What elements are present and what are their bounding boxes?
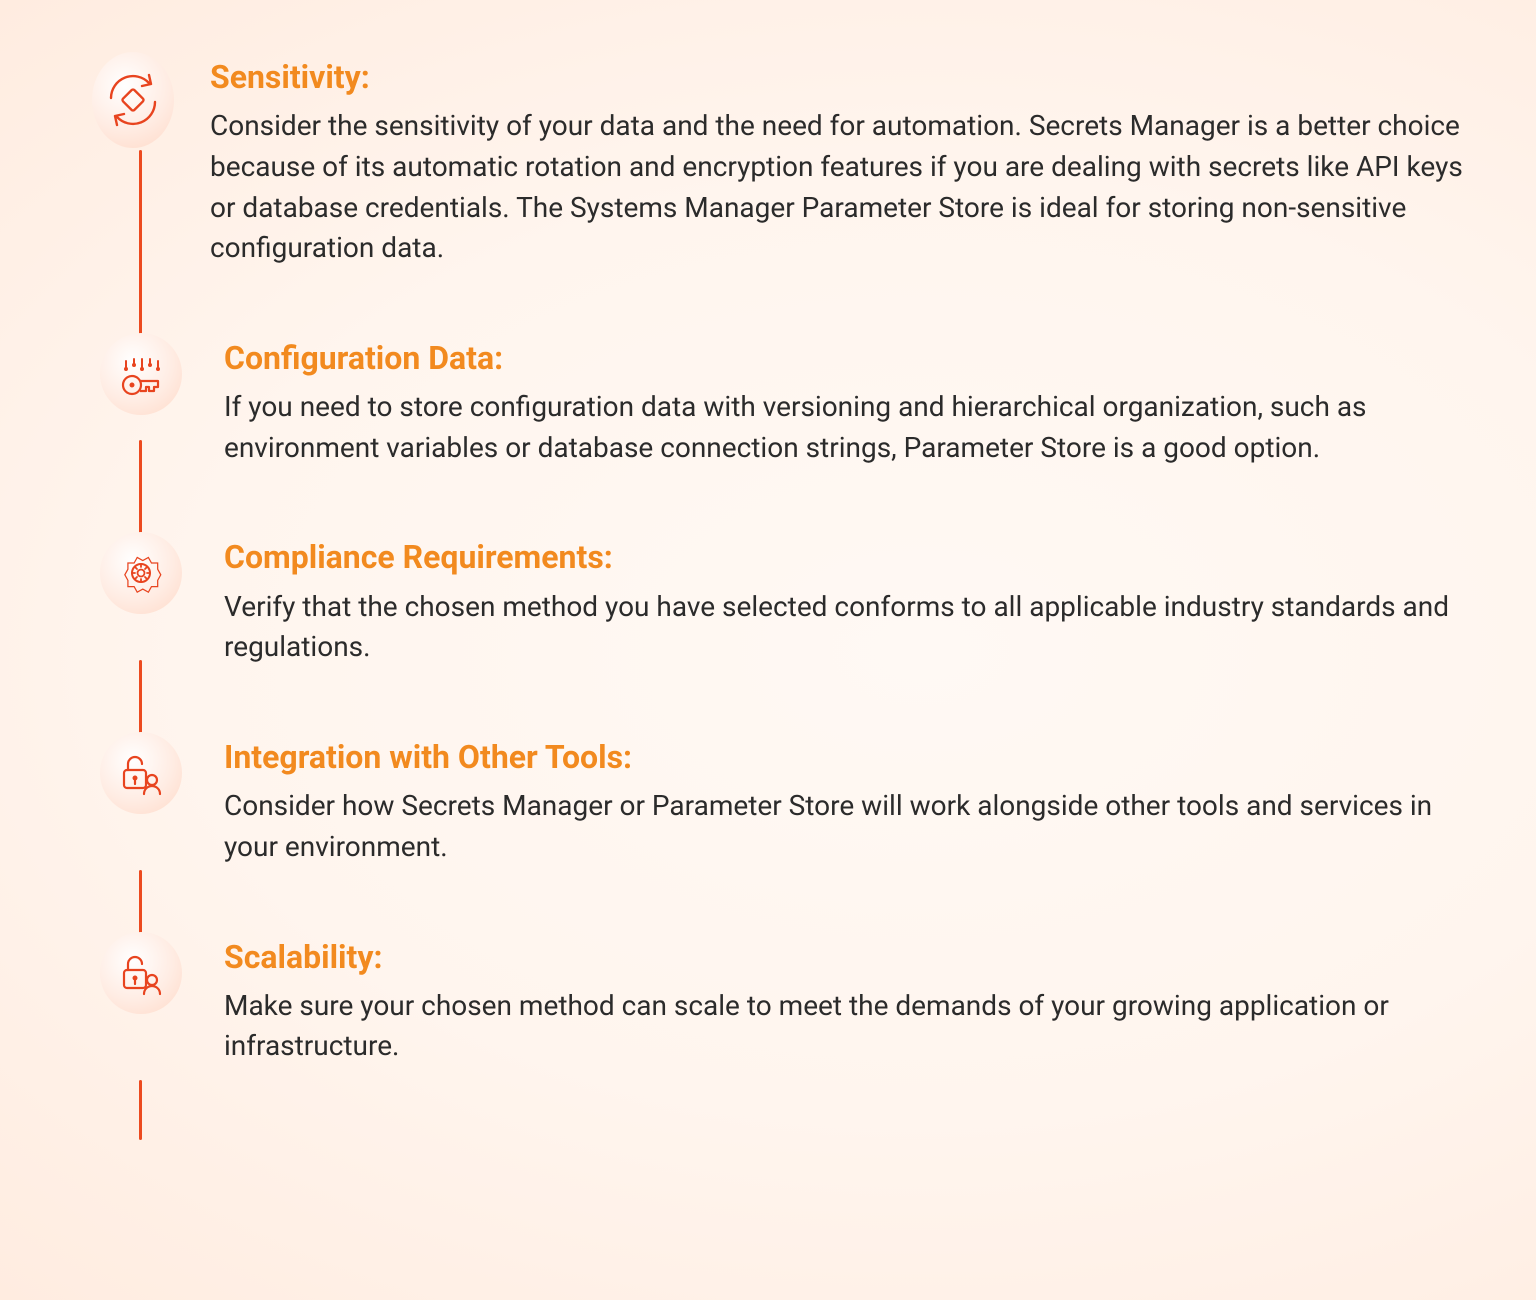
item-title: Scalability: (224, 938, 1466, 976)
rotate-icon (92, 52, 174, 148)
item-description: Verify that the chosen method you have s… (224, 587, 1466, 668)
timeline-item: Sensitivity: Consider the sensitivity of… (84, 52, 1466, 269)
timeline-item: Scalability: Make sure your chosen metho… (84, 932, 1466, 1068)
item-title: Compliance Requirements: (224, 538, 1466, 576)
lock-user-icon (100, 732, 182, 814)
timeline-infographic: Sensitivity: Consider the sensitivity of… (0, 0, 1536, 1127)
item-content: Sensitivity: Consider the sensitivity of… (210, 52, 1466, 269)
item-content: Scalability: Make sure your chosen metho… (224, 932, 1466, 1068)
item-content: Configuration Data: If you need to store… (224, 333, 1466, 469)
item-description: Make sure your chosen method can scale t… (224, 986, 1466, 1067)
item-title: Configuration Data: (224, 339, 1466, 377)
item-description: Consider how Secrets Manager or Paramete… (224, 786, 1466, 867)
connector-line (139, 1080, 142, 1140)
item-title: Sensitivity: (210, 58, 1466, 96)
timeline-item: Integration with Other Tools: Consider h… (84, 732, 1466, 868)
item-content: Compliance Requirements: Verify that the… (224, 532, 1466, 668)
item-content: Integration with Other Tools: Consider h… (224, 732, 1466, 868)
timeline-item: Configuration Data: If you need to store… (84, 333, 1466, 469)
item-description: If you need to store configuration data … (224, 387, 1466, 468)
item-description: Consider the sensitivity of your data an… (210, 106, 1466, 268)
timeline-item: Compliance Requirements: Verify that the… (84, 532, 1466, 668)
item-title: Integration with Other Tools: (224, 738, 1466, 776)
lock-user-icon (100, 932, 182, 1014)
gear-hex-icon (100, 532, 182, 614)
key-circuit-icon (100, 333, 182, 415)
